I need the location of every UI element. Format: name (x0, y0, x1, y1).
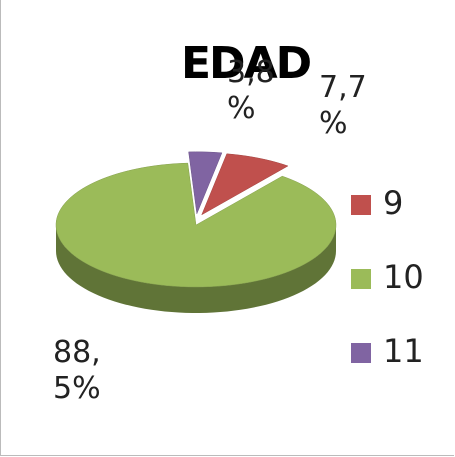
slice (188, 151, 223, 215)
data-label: 88, 5% (53, 335, 101, 406)
chart-title: EDAD (181, 38, 312, 89)
data-label: 7,7 % (319, 70, 367, 141)
legend-label: 11 (383, 332, 424, 370)
slice-side (56, 225, 336, 313)
legend-label: 9 (383, 184, 404, 222)
slice (55, 162, 337, 288)
legend-swatch (351, 269, 371, 289)
legend-swatch (351, 343, 371, 363)
legend-label: 10 (383, 258, 424, 296)
data-label: 3,8 % (227, 55, 275, 126)
slice (201, 153, 289, 216)
legend-swatch (351, 195, 371, 215)
